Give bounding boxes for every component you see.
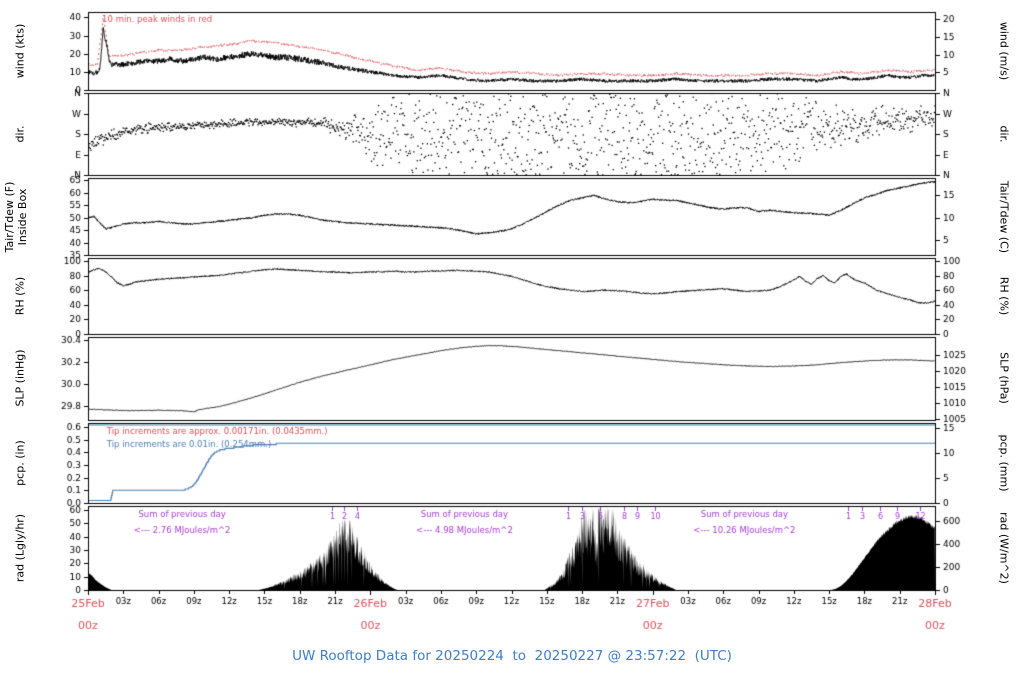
y-axis-label-pcp-left: pcp. (in)	[13, 440, 27, 486]
y-axis-label-dir-left: dir.	[13, 125, 27, 143]
y-axis-label-rh-left: RH (%)	[13, 276, 27, 316]
y-axis-label-rad-left: rad (Lgly/hr)	[13, 513, 27, 583]
y-axis-label-tair-line1: Tair/Tdew (F)	[2, 181, 16, 253]
y-axis-label-rh-right: RH (%)	[997, 276, 1011, 316]
y-axis-label-tair-right: Tair/Tdew (C)	[997, 180, 1011, 254]
y-axis-label-slp-right: SLP (hPa)	[997, 352, 1011, 404]
chart-title: UW Rooftop Data for 20250224 to 20250227…	[292, 648, 732, 664]
y-axis-label-dir-right: dir.	[997, 125, 1011, 143]
y-axis-label-pcp-right: pcp. (mm)	[997, 434, 1011, 492]
y-axis-label-wind-right: wind (m/s)	[997, 21, 1011, 81]
y-axis-label-wind-left: wind (kts)	[13, 23, 27, 79]
y-axis-label-tair-left: Tair/Tdew (F) Inside Box	[3, 182, 29, 253]
y-axis-label-tair-line2: Inside Box	[16, 188, 29, 246]
y-axis-label-slp-left: SLP (inHg)	[13, 349, 27, 407]
y-axis-label-rad-right: rad (W/m^2)	[997, 512, 1011, 584]
